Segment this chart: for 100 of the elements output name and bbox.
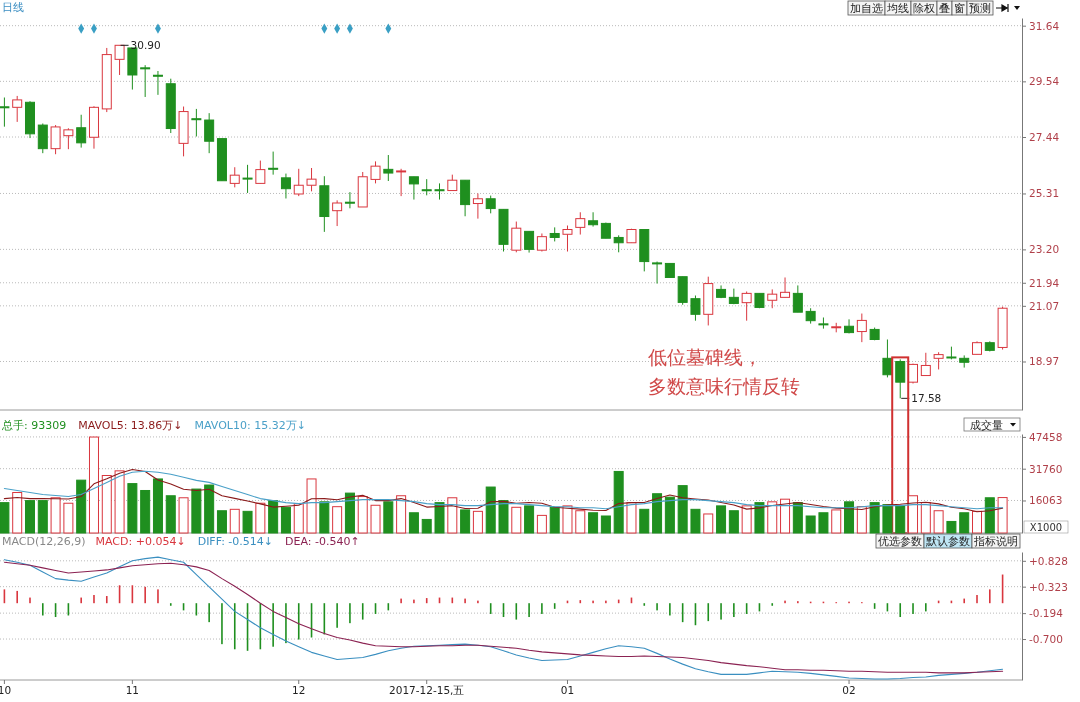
y-tick-label: 31.64 [1029, 19, 1060, 32]
bar [396, 495, 407, 534]
candlestick [408, 176, 419, 201]
text: DEA: -0.540↑ [285, 535, 360, 548]
candlestick [242, 164, 253, 194]
x-tick-label: 02 [842, 684, 856, 697]
bar [472, 510, 483, 534]
y-axis-title: X1000 [1029, 521, 1063, 533]
bar [127, 483, 138, 534]
text: MAVOL5: 13.86万↓ [78, 419, 183, 432]
bar [332, 506, 343, 534]
bar [575, 510, 586, 534]
bar [626, 502, 637, 534]
parameter-button: 优选参数 [875, 533, 925, 549]
candlestick [293, 168, 304, 197]
text: MAVOL10: 15.32万↓ [194, 419, 306, 432]
toolbar-button: 均线 [884, 0, 912, 16]
bar [511, 506, 522, 534]
bar [165, 495, 176, 534]
bar [716, 505, 727, 534]
text: 总手: 93309 [1, 419, 67, 432]
x-tick-label: 11 [125, 684, 140, 697]
bar [754, 502, 765, 534]
bar [690, 508, 701, 534]
bar [485, 486, 496, 534]
candlestick [268, 151, 279, 176]
bar [357, 496, 368, 534]
annotation: 多数意味行情反转 [648, 375, 800, 397]
y-tick-label: -0.700 [1029, 632, 1063, 645]
candlestick [792, 284, 803, 313]
candlestick [152, 70, 163, 96]
chart-title: MACD(12,26,9) [2, 535, 86, 548]
candlestick [472, 192, 483, 220]
bar [191, 488, 202, 534]
candlestick [306, 167, 317, 192]
candlestick [434, 182, 445, 201]
candlestick [280, 173, 291, 199]
candlestick [856, 313, 867, 343]
series-label: DIFF: -0.514↓ [197, 535, 274, 548]
text: MACD: +0.054↓ [95, 535, 186, 548]
candlestick [255, 160, 266, 184]
candlestick [332, 199, 343, 227]
parameter-button: 指标说明 [971, 533, 1021, 549]
candlestick [575, 211, 586, 236]
bar [818, 512, 829, 534]
bar [460, 509, 471, 534]
candlestick [895, 358, 906, 399]
bar [24, 500, 35, 534]
bar [703, 513, 714, 534]
bar [844, 501, 855, 534]
y-tick-label: 31760 [1029, 462, 1063, 475]
candlestick [396, 168, 407, 197]
y-tick-label: 25.31 [1029, 187, 1060, 200]
bar [639, 508, 650, 534]
bar [856, 506, 867, 534]
bar [741, 505, 752, 534]
y-tick-label: 47458 [1029, 430, 1063, 443]
bar [434, 502, 445, 534]
bar [383, 501, 394, 534]
x-tick-label: 12 [292, 684, 306, 697]
bar [255, 502, 266, 534]
bar [933, 510, 944, 534]
bar [76, 479, 87, 534]
bar [50, 497, 61, 534]
candlestick [63, 127, 74, 150]
candlestick [50, 124, 61, 155]
candlestick [741, 291, 752, 322]
x-tick-label: 01 [560, 684, 575, 697]
bar [831, 509, 842, 534]
y-tick-label: 16063 [1029, 494, 1063, 507]
bar [152, 478, 163, 534]
candlestick [204, 112, 215, 154]
bar [895, 505, 906, 534]
y-tick-label: 23.20 [1029, 243, 1060, 256]
candlestick [767, 288, 778, 309]
bar [498, 500, 509, 534]
bar [242, 510, 253, 534]
bar [997, 497, 1008, 534]
y-tick-label: 29.54 [1029, 75, 1060, 88]
bar [588, 512, 599, 534]
candlestick [536, 232, 547, 252]
candlestick [588, 211, 599, 228]
y-tick-label: 21.07 [1029, 299, 1060, 312]
candlestick [76, 114, 87, 149]
candlestick [114, 44, 125, 76]
bar [536, 514, 547, 534]
candlestick [229, 166, 240, 188]
candlestick [524, 230, 535, 254]
bar [780, 498, 791, 534]
candlestick [140, 64, 151, 98]
bar [344, 492, 355, 534]
bar [613, 470, 624, 534]
bar [524, 505, 535, 534]
bar [12, 492, 23, 534]
annotation: 低位墓碑线， [648, 346, 762, 368]
bar [88, 436, 99, 534]
y-tick-label: +0.828 [1029, 554, 1068, 567]
bar [805, 515, 816, 534]
bar [447, 497, 458, 534]
bar [178, 497, 189, 534]
